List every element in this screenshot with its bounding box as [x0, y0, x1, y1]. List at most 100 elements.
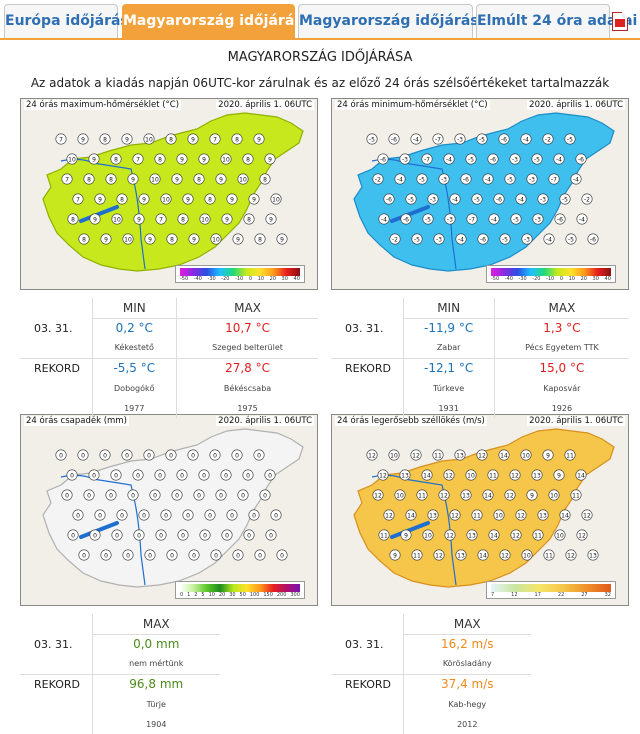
map-date: 2020. április 1. 06UTC — [216, 100, 314, 110]
svg-text:0: 0 — [268, 472, 272, 479]
station-marker: -3 — [399, 153, 411, 165]
min-header: MIN — [403, 298, 495, 319]
svg-text:0: 0 — [82, 552, 86, 559]
station-marker: 9 — [187, 133, 199, 145]
station-marker: 0 — [176, 469, 188, 481]
svg-text:-6: -6 — [490, 156, 496, 163]
svg-text:11: 11 — [545, 552, 553, 559]
station-marker: 14 — [559, 509, 571, 521]
svg-text:10: 10 — [522, 452, 530, 459]
svg-text:11: 11 — [380, 532, 388, 539]
svg-text:8: 8 — [197, 176, 201, 183]
tab-hungary-weather-2[interactable]: Magyarország időjárása II. — [298, 4, 509, 38]
legend-tick: 10 — [257, 276, 264, 282]
station-marker: 10 — [220, 153, 232, 165]
page-title: MAGYARORSZÁG IDŐJÁRÁSA — [227, 50, 413, 65]
svg-text:-6: -6 — [501, 136, 507, 143]
svg-text:14: 14 — [561, 512, 569, 519]
svg-text:13: 13 — [539, 512, 547, 519]
svg-text:-4: -4 — [397, 176, 403, 183]
svg-text:-6: -6 — [391, 136, 397, 143]
station-marker: 14 — [405, 509, 417, 521]
station-marker: -5 — [565, 233, 577, 245]
station-marker: 9 — [526, 489, 538, 501]
record-max-location: Kab-hegy — [448, 699, 487, 709]
station-marker: -5 — [416, 173, 428, 185]
svg-text:0: 0 — [280, 552, 284, 559]
svg-text:0: 0 — [137, 532, 141, 539]
svg-text:8: 8 — [71, 216, 75, 223]
station-marker: 8 — [231, 133, 243, 145]
svg-text:0: 0 — [136, 472, 140, 479]
svg-text:0: 0 — [214, 552, 218, 559]
station-marker: 0 — [132, 469, 144, 481]
station-marker: 13 — [399, 469, 411, 481]
legend-tick: 2 — [194, 592, 198, 598]
station-marker: 9 — [182, 193, 194, 205]
svg-text:8: 8 — [158, 156, 162, 163]
legend-tick: -30 — [518, 276, 527, 282]
station-marker: 7 — [132, 153, 144, 165]
tab-last-24h-data[interactable]: Elmúlt 24 óra adatai — [476, 4, 637, 38]
station-marker: 0 — [193, 489, 205, 501]
station-marker: 9 — [226, 193, 238, 205]
station-marker: 11 — [532, 529, 544, 541]
station-marker: -4 — [443, 153, 455, 165]
svg-text:-4: -4 — [523, 136, 529, 143]
svg-text:-6: -6 — [403, 216, 409, 223]
station-marker: 9 — [88, 153, 100, 165]
svg-text:-5: -5 — [513, 216, 519, 223]
station-marker: 0 — [166, 549, 178, 561]
svg-text:12: 12 — [578, 532, 586, 539]
tab-hungary-weather-1[interactable]: Magyarország időjárása I. — [122, 4, 327, 38]
tab-europe-weather[interactable]: Európa időjárása — [4, 4, 138, 38]
station-marker: 12 — [476, 449, 488, 461]
svg-text:-4: -4 — [452, 196, 458, 203]
tmin-map: -5 -6 -4 -7 -3 -5 -6 -4 -2 -5 -6 -3 -7 -4 -5 -6 -3 -5 -4 -6… — [331, 98, 629, 290]
svg-text:9: 9 — [131, 176, 135, 183]
max-value: 1,3 °C — [543, 321, 581, 336]
svg-text:12: 12 — [478, 452, 486, 459]
legend-tick: -10 — [546, 276, 555, 282]
svg-text:14: 14 — [500, 452, 508, 459]
svg-text:0: 0 — [81, 452, 85, 459]
station-marker: -5 — [510, 213, 522, 225]
svg-text:8: 8 — [246, 156, 250, 163]
svg-text:11: 11 — [434, 452, 442, 459]
svg-text:0: 0 — [131, 492, 135, 499]
svg-text:-5: -5 — [408, 196, 414, 203]
station-marker: 9 — [215, 173, 227, 185]
max-location: Körösladány — [442, 659, 492, 669]
station-marker: -5 — [476, 133, 488, 145]
color-legend: -50 -40 -30 -20 -10 0 10 20 30 40 — [175, 265, 305, 283]
station-marker: 11 — [471, 509, 483, 521]
svg-text:9: 9 — [104, 236, 108, 243]
pdf-icon[interactable] — [612, 12, 628, 31]
color-legend: -50 -40 -30 -20 -10 0 10 20 30 40 — [486, 265, 616, 283]
station-marker: 14 — [498, 449, 510, 461]
station-marker: 0 — [127, 489, 139, 501]
station-marker: 0 — [237, 489, 249, 501]
max-header: MAX — [494, 298, 629, 319]
svg-text:14: 14 — [577, 472, 585, 479]
station-marker: 12 — [576, 529, 588, 541]
svg-text:0: 0 — [98, 512, 102, 519]
station-marker: 12 — [443, 469, 455, 481]
svg-text:0: 0 — [125, 452, 129, 459]
svg-text:0: 0 — [114, 472, 118, 479]
svg-text:9: 9 — [191, 136, 195, 143]
station-marker: 10 — [199, 213, 211, 225]
station-marker: -5 — [564, 133, 576, 145]
svg-text:10: 10 — [495, 512, 503, 519]
svg-text:14: 14 — [490, 532, 498, 539]
lake-balaton — [390, 521, 430, 539]
svg-text:9: 9 — [125, 136, 129, 143]
station-marker: 0 — [226, 509, 238, 521]
station-marker: 0 — [265, 529, 277, 541]
svg-text:0: 0 — [158, 472, 162, 479]
station-marker: 10 — [237, 173, 249, 185]
station-marker: 0 — [242, 469, 254, 481]
legend-tick: 300 — [290, 592, 300, 598]
station-marker: -4 — [543, 233, 555, 245]
station-marker: 9 — [232, 233, 244, 245]
